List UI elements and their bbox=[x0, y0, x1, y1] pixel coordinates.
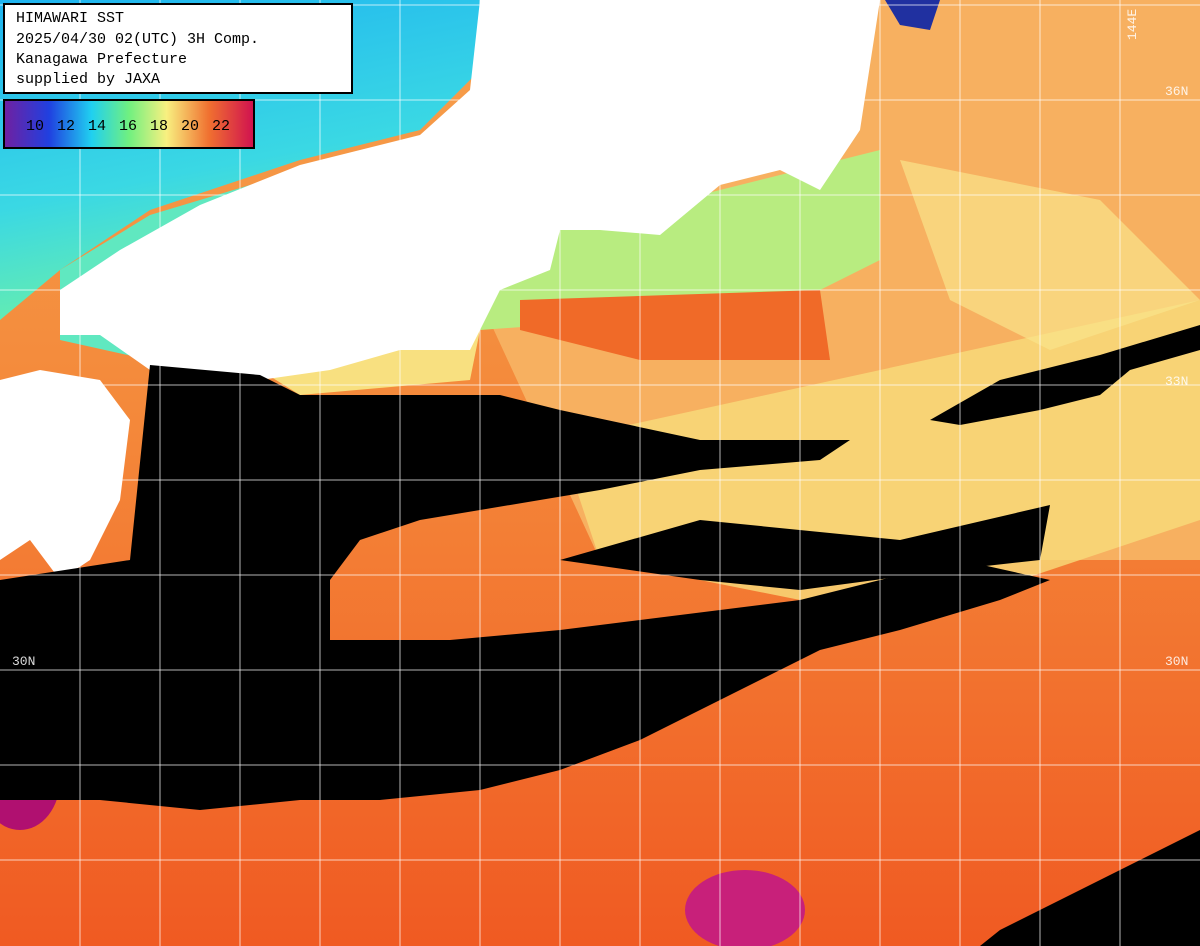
longitude-label: 136E bbox=[485, 9, 500, 40]
legend-bar bbox=[3, 99, 255, 149]
title-box: HIMAWARI SST 2025/04/30 02(UTC) 3H Comp.… bbox=[3, 3, 353, 94]
legend-tick-label: 12 bbox=[57, 118, 75, 135]
latitude-label: 30N bbox=[12, 654, 35, 669]
title-line: 2025/04/30 02(UTC) 3H Comp. bbox=[16, 31, 259, 48]
grid-labels: 136E 144E 36N 33N 30N 30N bbox=[12, 9, 1188, 669]
longitude-label: 144E bbox=[1125, 9, 1140, 40]
latitude-label: 36N bbox=[1165, 84, 1188, 99]
title-line: HIMAWARI SST bbox=[16, 10, 124, 27]
legend-tick-label: 14 bbox=[88, 118, 106, 135]
cloud-mask bbox=[0, 325, 1200, 946]
color-legend: 10 12 14 16 18 20 22 bbox=[3, 99, 255, 149]
legend-tick-label: 16 bbox=[119, 118, 137, 135]
title-frame bbox=[3, 3, 353, 94]
legend-tick-label: 20 bbox=[181, 118, 199, 135]
title-line: Kanagawa Prefecture bbox=[16, 51, 187, 68]
legend-tick-label: 10 bbox=[26, 118, 44, 135]
legend-tick-label: 22 bbox=[212, 118, 230, 135]
title-line: supplied by JAXA bbox=[16, 71, 160, 88]
legend-tick-label: 18 bbox=[150, 118, 168, 135]
latitude-label: 30N bbox=[1165, 654, 1188, 669]
latitude-label: 33N bbox=[1165, 374, 1188, 389]
